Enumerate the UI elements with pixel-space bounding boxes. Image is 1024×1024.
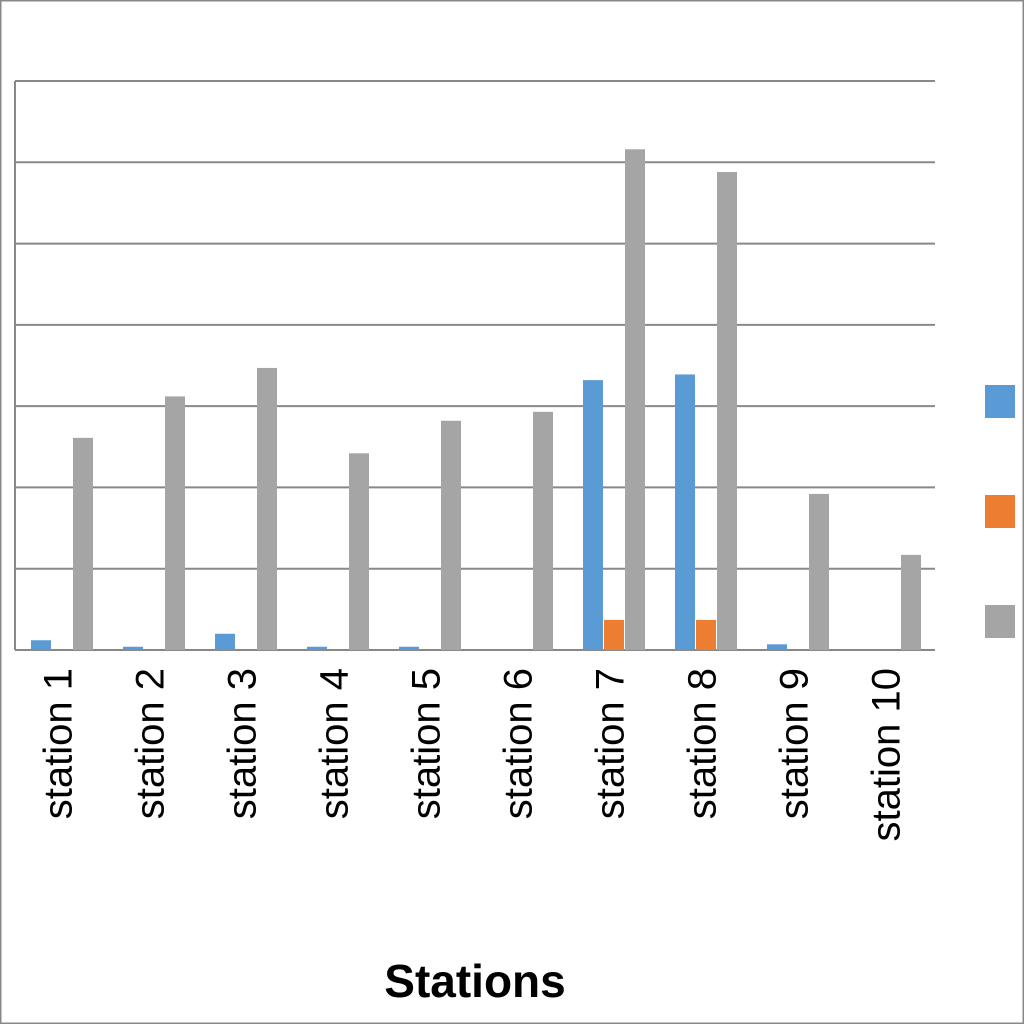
x-tick-label: station 3 (221, 668, 265, 819)
x-tick-label: station 4 (313, 668, 357, 819)
bar (901, 554, 921, 650)
bar (767, 644, 787, 650)
bar (123, 646, 143, 650)
x-tick-label: station 8 (681, 668, 725, 819)
bar (583, 380, 603, 650)
bar (604, 619, 624, 650)
bar (73, 437, 93, 650)
x-tick-label: station 9 (773, 668, 817, 819)
bar (441, 420, 461, 650)
bar (675, 374, 695, 650)
x-tick-label: station 1 (37, 668, 81, 819)
legend-swatch (985, 605, 1015, 638)
bar (31, 640, 51, 650)
bar (533, 411, 553, 650)
x-tick-label: station 5 (405, 668, 449, 819)
x-tick-label: station 2 (129, 668, 173, 819)
x-tick-label: station 10 (865, 668, 909, 841)
x-tick-label: station 6 (497, 668, 541, 819)
bar (696, 619, 716, 650)
bar (809, 493, 829, 650)
legend-swatch (985, 495, 1015, 528)
bar (625, 149, 645, 650)
x-tick-label: station 7 (589, 668, 633, 819)
bar (165, 396, 185, 650)
bar (215, 633, 235, 650)
legend-swatch (985, 385, 1015, 418)
bar (399, 646, 419, 650)
bar (717, 172, 737, 651)
bar (349, 453, 369, 650)
bar (307, 646, 327, 650)
x-axis-title: Stations (384, 955, 565, 1007)
bar (257, 367, 277, 650)
